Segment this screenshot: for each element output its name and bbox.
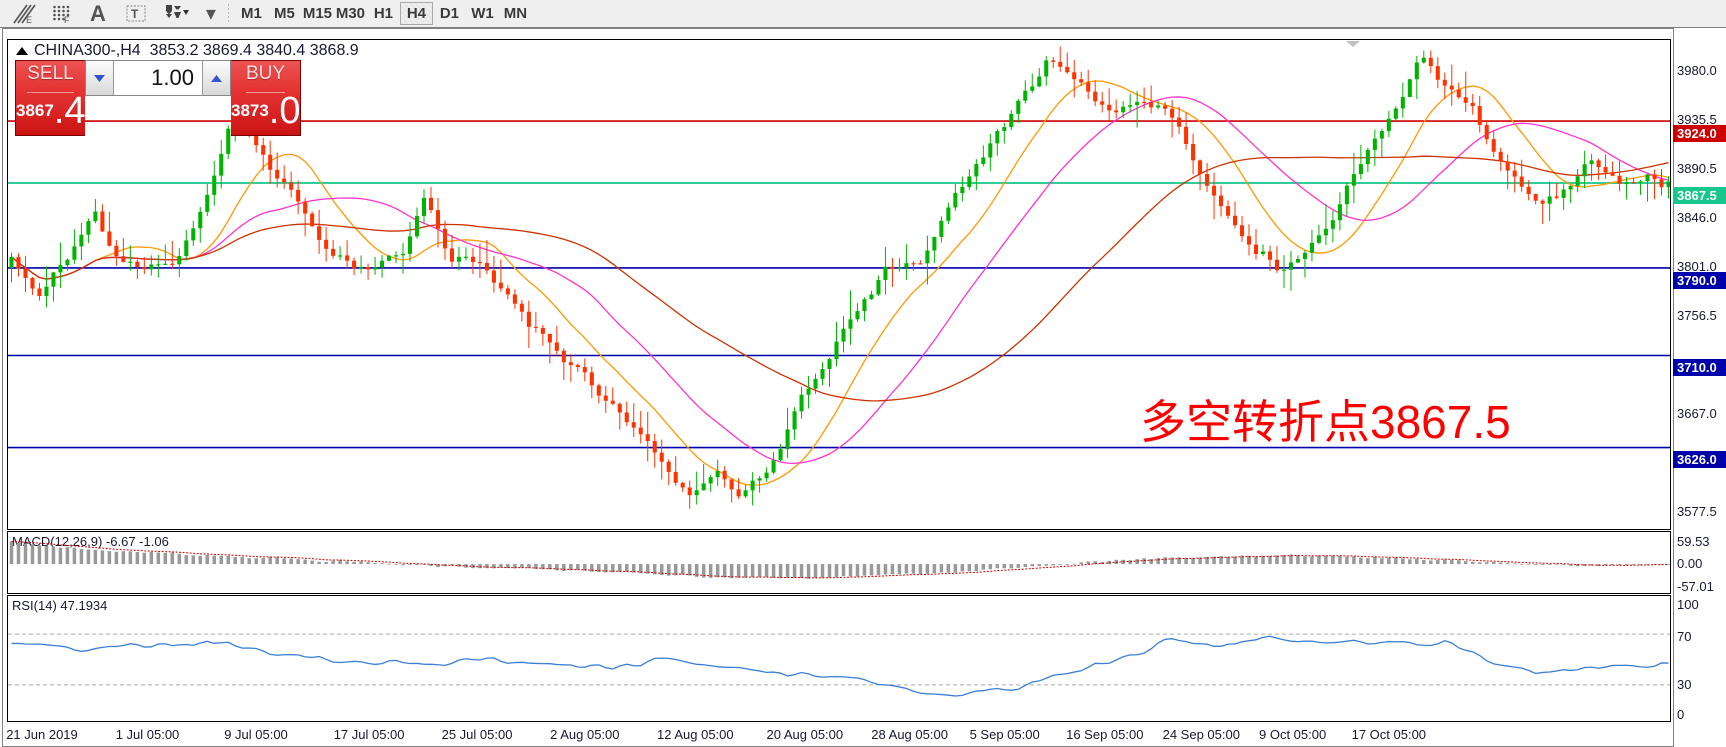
- svg-text:F: F: [64, 15, 70, 23]
- svg-text:E: E: [26, 15, 32, 24]
- svg-text:T: T: [131, 7, 139, 21]
